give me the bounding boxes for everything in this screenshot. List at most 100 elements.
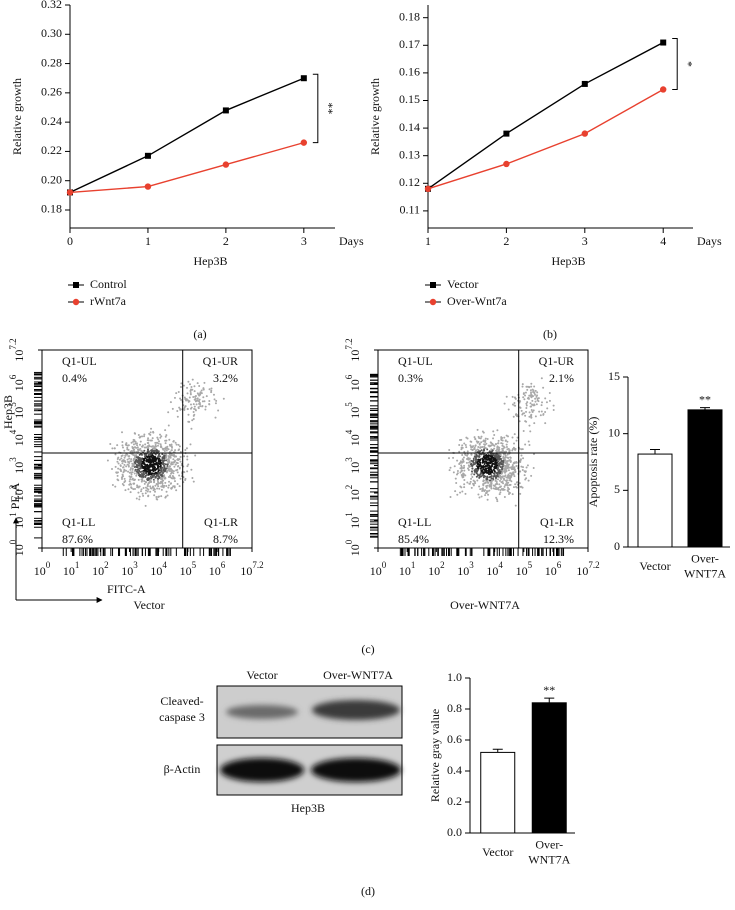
- event-dot: [188, 383, 191, 386]
- event-dot: [500, 481, 503, 484]
- event-dot: [174, 459, 177, 462]
- event-dot: [135, 472, 138, 475]
- event-dot: [506, 456, 509, 459]
- event-dot: [469, 460, 472, 463]
- significance-label: **: [322, 102, 336, 114]
- error-bar: [700, 407, 710, 410]
- event-dot: [501, 465, 504, 468]
- event-dot: [130, 441, 133, 444]
- tick-exponent: 6: [8, 374, 18, 379]
- event-dot: [117, 462, 120, 465]
- event-dot: [458, 450, 461, 453]
- event-dot: [511, 436, 514, 439]
- event-dot: [168, 443, 171, 446]
- event-dot: [158, 440, 161, 443]
- event-dot: [142, 462, 145, 465]
- event-dot: [511, 493, 514, 496]
- text-line: Cleaved-: [160, 694, 203, 708]
- event-dot: [137, 491, 140, 494]
- event-dot: [512, 462, 515, 465]
- event-dot: [188, 400, 191, 403]
- event-dot: [488, 450, 491, 453]
- x-tick-label: 3: [582, 234, 588, 248]
- event-dot: [179, 386, 182, 389]
- event-dot: [143, 446, 146, 449]
- event-dot: [158, 465, 161, 468]
- event-dot: [163, 470, 166, 473]
- event-dot: [214, 402, 217, 405]
- x-axis-title: Hep3B: [552, 254, 586, 268]
- event-dot: [500, 460, 503, 463]
- y-tick-label: 0.15: [399, 92, 420, 106]
- event-dot: [496, 498, 499, 501]
- event-dot: [192, 480, 195, 483]
- event-dot: [484, 454, 487, 457]
- event-dot: [501, 449, 504, 452]
- event-dot: [490, 456, 493, 459]
- event-dot: [167, 486, 170, 489]
- event-dot: [487, 493, 490, 496]
- event-dot: [466, 453, 469, 456]
- event-dot: [158, 495, 161, 498]
- event-dot: [496, 445, 499, 448]
- event-dot: [137, 456, 140, 459]
- event-dot: [498, 457, 501, 460]
- event-dot: [505, 434, 508, 437]
- event-dot: [525, 404, 528, 407]
- y-tick-label: 0.12: [399, 175, 420, 189]
- event-dot: [522, 430, 525, 433]
- quadrant-percent: 3.2%: [213, 371, 238, 385]
- event-dot: [117, 467, 120, 470]
- event-dot: [518, 470, 521, 473]
- event-dot: [146, 445, 149, 448]
- event-dot: [193, 390, 196, 393]
- event-dot: [149, 473, 152, 476]
- event-dot: [144, 465, 147, 468]
- tick-exponent: 3: [133, 560, 138, 570]
- event-dot: [540, 377, 543, 380]
- event-dot: [467, 468, 470, 471]
- event-dot: [485, 461, 488, 464]
- event-dot: [173, 480, 176, 483]
- event-dot: [459, 491, 462, 494]
- event-dot: [184, 479, 187, 482]
- event-dot: [523, 474, 526, 477]
- event-dot: [461, 458, 464, 461]
- event-dot: [456, 470, 459, 473]
- event-dot: [176, 410, 179, 413]
- event-dot: [157, 454, 160, 457]
- event-dot: [460, 467, 463, 470]
- event-dot: [143, 480, 146, 483]
- event-dot: [127, 488, 130, 491]
- event-dot: [147, 437, 150, 440]
- event-dot: [545, 401, 548, 404]
- event-dot: [447, 457, 450, 460]
- event-dot: [529, 389, 532, 392]
- blot-band: [311, 758, 401, 782]
- event-dot: [508, 466, 511, 469]
- event-dot: [122, 484, 125, 487]
- event-dot: [175, 489, 178, 492]
- x-tick-label: Over-WNT7A: [528, 837, 570, 866]
- event-dot: [133, 487, 136, 490]
- tick-exponent: 4: [344, 429, 354, 434]
- event-dot: [190, 385, 193, 388]
- flow-plot: 1001001011011021021031031041041051051061…: [344, 338, 600, 611]
- event-dot: [532, 453, 535, 456]
- event-dot: [157, 438, 160, 441]
- event-dot: [165, 467, 168, 470]
- bar: [687, 409, 723, 548]
- y-tick-label: 0.32: [41, 0, 62, 11]
- event-dot: [148, 453, 151, 456]
- legend-label: Over-Wnt7a: [447, 294, 507, 308]
- y-tick-label: 106: [8, 374, 26, 391]
- event-dot: [463, 469, 466, 472]
- event-dot: [191, 378, 194, 381]
- y-tick-label: 10: [608, 425, 620, 439]
- event-dot: [177, 443, 180, 446]
- event-dot: [143, 449, 146, 452]
- event-dot: [530, 413, 533, 416]
- event-dot: [530, 385, 533, 388]
- data-point: [581, 80, 588, 87]
- x-tick-label: 107.2: [576, 560, 599, 578]
